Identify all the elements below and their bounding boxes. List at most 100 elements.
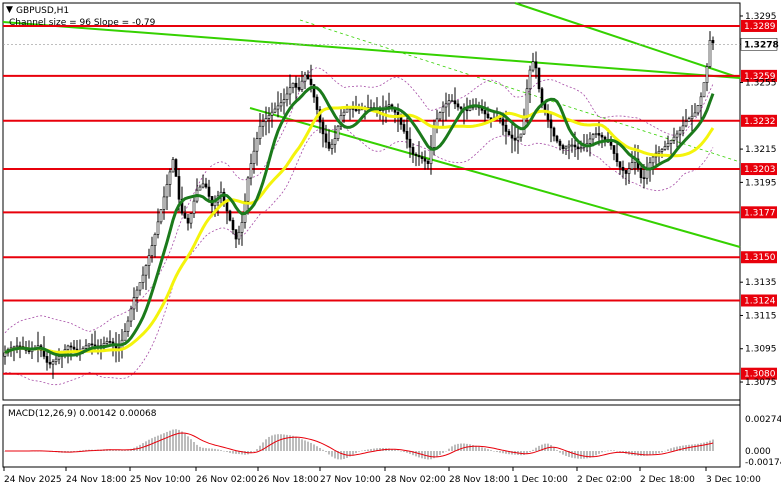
candle-body [669,139,673,144]
macd-bar [325,451,327,452]
macd-bar [391,448,393,451]
macd-bar [556,450,558,451]
candle-body [162,196,166,210]
macd-bar [460,443,462,451]
macd-bar [616,450,618,452]
macd-bar [361,450,363,452]
macd-bar [232,451,234,454]
macd-bar [706,441,708,451]
macd-bar [400,451,402,452]
candle-body [516,136,520,141]
macd-bar [208,448,210,451]
macd-bar [307,441,309,451]
candle-body [300,80,304,90]
macd-bar [664,450,666,452]
macd-bar [622,451,624,453]
macd-bar [124,449,126,451]
candle-body [165,184,169,198]
candle-body [444,103,448,108]
macd-bar [187,436,189,451]
candle-body [657,150,661,154]
candle-body [207,186,211,197]
macd-bar [355,451,357,454]
candle-body [354,109,358,111]
macd-bar [181,431,183,451]
x-tick-label: 3 Dec 10:00 [706,475,761,485]
macd-bar [265,439,267,451]
macd-bar [283,434,285,451]
candle-body [528,69,532,90]
macd-bar [406,451,408,453]
level-label: 1.3289 [744,22,776,32]
macd-bar [277,434,279,451]
level-label: 1.3259 [744,72,776,82]
candle-body [693,112,697,117]
level-label-bg [741,163,777,176]
candle-body [231,220,235,230]
y-tick-label: 1.3255 [745,79,777,89]
candle-body [483,110,487,115]
macd-bar [184,433,186,451]
candle-body [690,115,694,120]
macd-bar [475,445,477,451]
candle-body [342,111,346,116]
candle-body [540,88,544,104]
macd-bar [70,451,72,452]
x-tick-label: 2 Dec 02:00 [577,475,632,485]
candle-body [534,61,538,69]
y-tick-label: 1.3215 [745,145,777,155]
macd-bar [358,451,360,452]
macd-bar [538,445,540,451]
candle-body [453,100,457,105]
macd-bar [343,451,345,460]
macd-label: MACD(12,26,9) 0.00142 0.00068 [8,409,157,419]
macd-bar [700,443,702,451]
y-tick-label: 1.3095 [745,345,777,355]
candle-body [564,146,568,150]
candle-body [405,131,409,140]
candle-body [297,87,301,90]
macd-bar [112,449,114,451]
macd-bar [442,451,444,454]
channel-indicator-label: Channel size = 96 Slope = -0.79 [9,18,156,28]
candle-body [150,245,154,256]
candle-body [336,125,340,139]
macd-bar [541,444,543,451]
macd-bar [286,434,288,451]
macd-bar [397,450,399,451]
y-tick-label: 1.3115 [745,311,777,321]
macd-bar [196,444,198,451]
channel-mid-line [299,19,741,163]
macd-bar [271,435,273,451]
macd-bar [472,445,474,451]
candle-body [192,200,196,214]
candle-body [204,183,208,188]
macd-bar [484,448,486,451]
macd-tick-label: -0.00174 [745,458,781,468]
macd-bar [205,448,207,451]
candle-body [672,136,676,141]
macd-bar [178,429,180,451]
level-label: 1.3124 [744,296,776,306]
candle-body [432,127,436,148]
candle-body [330,143,334,149]
macd-bar [436,451,438,457]
candle-body [126,320,130,332]
macd-bar [601,451,603,453]
candle-body [282,99,286,104]
macd-bar [580,451,582,459]
candle-body [156,221,160,235]
candle-body [105,341,109,344]
macd-bar [469,444,471,451]
macd-bar [544,443,546,451]
candle-body [189,213,193,224]
macd-bar [235,451,237,454]
macd-bar [454,444,456,451]
candle-body [504,124,508,132]
candle-body [309,78,313,85]
macd-bar [694,444,696,451]
candle-body [141,274,145,283]
macd-bar [595,451,597,456]
macd-bar [346,451,348,458]
candle-body [264,118,268,122]
